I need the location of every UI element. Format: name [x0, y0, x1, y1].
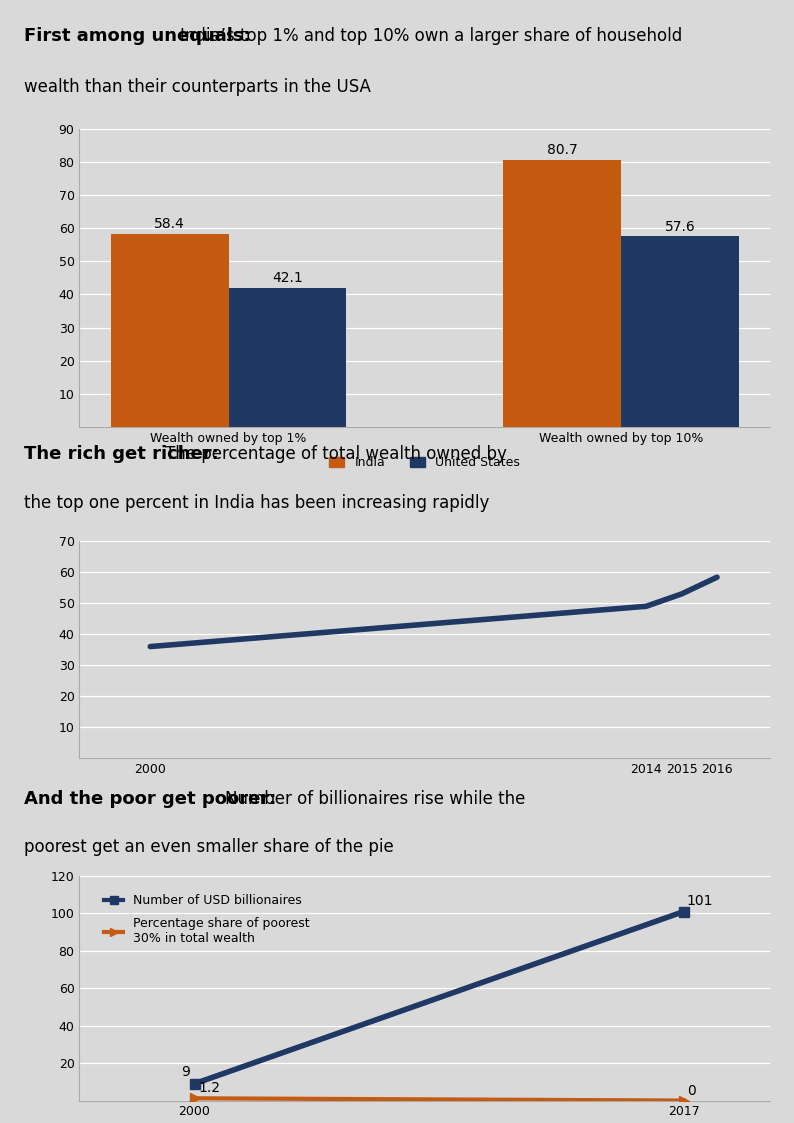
- Text: 80.7: 80.7: [547, 144, 577, 157]
- Text: 57.6: 57.6: [665, 220, 696, 234]
- Text: wealth than their counterparts in the USA: wealth than their counterparts in the US…: [24, 77, 370, 95]
- Bar: [621, 236, 738, 427]
- Bar: [111, 234, 229, 427]
- Text: 1.2: 1.2: [198, 1081, 221, 1096]
- Legend: Number of USD billionaires, Percentage share of poorest
30% in total wealth: Number of USD billionaires, Percentage s…: [99, 889, 315, 950]
- Text: 101: 101: [687, 894, 713, 907]
- Text: The percentage of total wealth owned by: The percentage of total wealth owned by: [164, 445, 507, 463]
- Text: 9: 9: [181, 1065, 191, 1079]
- Text: 42.1: 42.1: [272, 271, 303, 285]
- Bar: [503, 159, 621, 427]
- Text: 58.4: 58.4: [154, 217, 185, 231]
- Legend: India, United States: India, United States: [325, 451, 525, 474]
- Text: And the poor get poorer:: And the poor get poorer:: [24, 791, 276, 809]
- Text: Number of billionaires rise while the: Number of billionaires rise while the: [225, 791, 526, 809]
- Text: poorest get an even smaller share of the pie: poorest get an even smaller share of the…: [24, 838, 393, 857]
- Text: First among unequals:: First among unequals:: [24, 27, 250, 45]
- Text: India’s top 1% and top 10% own a larger share of household: India’s top 1% and top 10% own a larger …: [179, 27, 682, 45]
- Text: the top one percent in India has been increasing rapidly: the top one percent in India has been in…: [24, 494, 489, 512]
- Bar: [229, 287, 346, 427]
- Text: The rich get richer:: The rich get richer:: [24, 445, 218, 463]
- Text: 0: 0: [687, 1084, 696, 1098]
